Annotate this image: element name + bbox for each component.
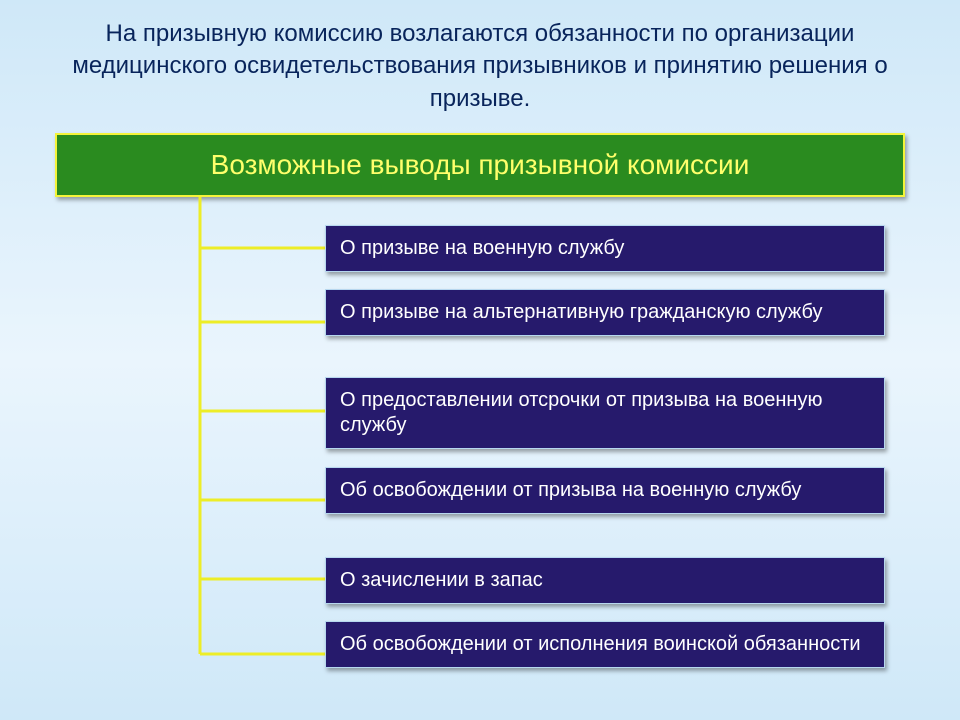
decision-item-label: О призыве на альтернативную гражданскую … (340, 300, 823, 325)
decision-item: Об освобождении от исполнения воинской о… (325, 621, 885, 668)
decision-item-label: О зачислении в запас (340, 568, 543, 593)
intro-text: На призывную комиссию возлагаются обязан… (0, 0, 960, 125)
decision-item-label: О предоставлении отсрочки от призыва на … (340, 388, 870, 438)
decision-item: О призыве на военную службу (325, 225, 885, 272)
decision-item-label: Об освобождении от призыва на военную сл… (340, 478, 801, 503)
header-box: Возможные выводы призывной комиссии (55, 133, 905, 197)
decision-item: О зачислении в запас (325, 557, 885, 604)
header-title: Возможные выводы призывной комиссии (211, 149, 750, 181)
decision-item-label: Об освобождении от исполнения воинской о… (340, 632, 861, 657)
decision-item: О призыве на альтернативную гражданскую … (325, 289, 885, 336)
decision-item-label: О призыве на военную службу (340, 236, 624, 261)
diagram-area: О призыве на военную службу О призыве на … (0, 197, 960, 712)
decision-item: Об освобождении от призыва на военную сл… (325, 467, 885, 514)
decision-item: О предоставлении отсрочки от призыва на … (325, 377, 885, 449)
